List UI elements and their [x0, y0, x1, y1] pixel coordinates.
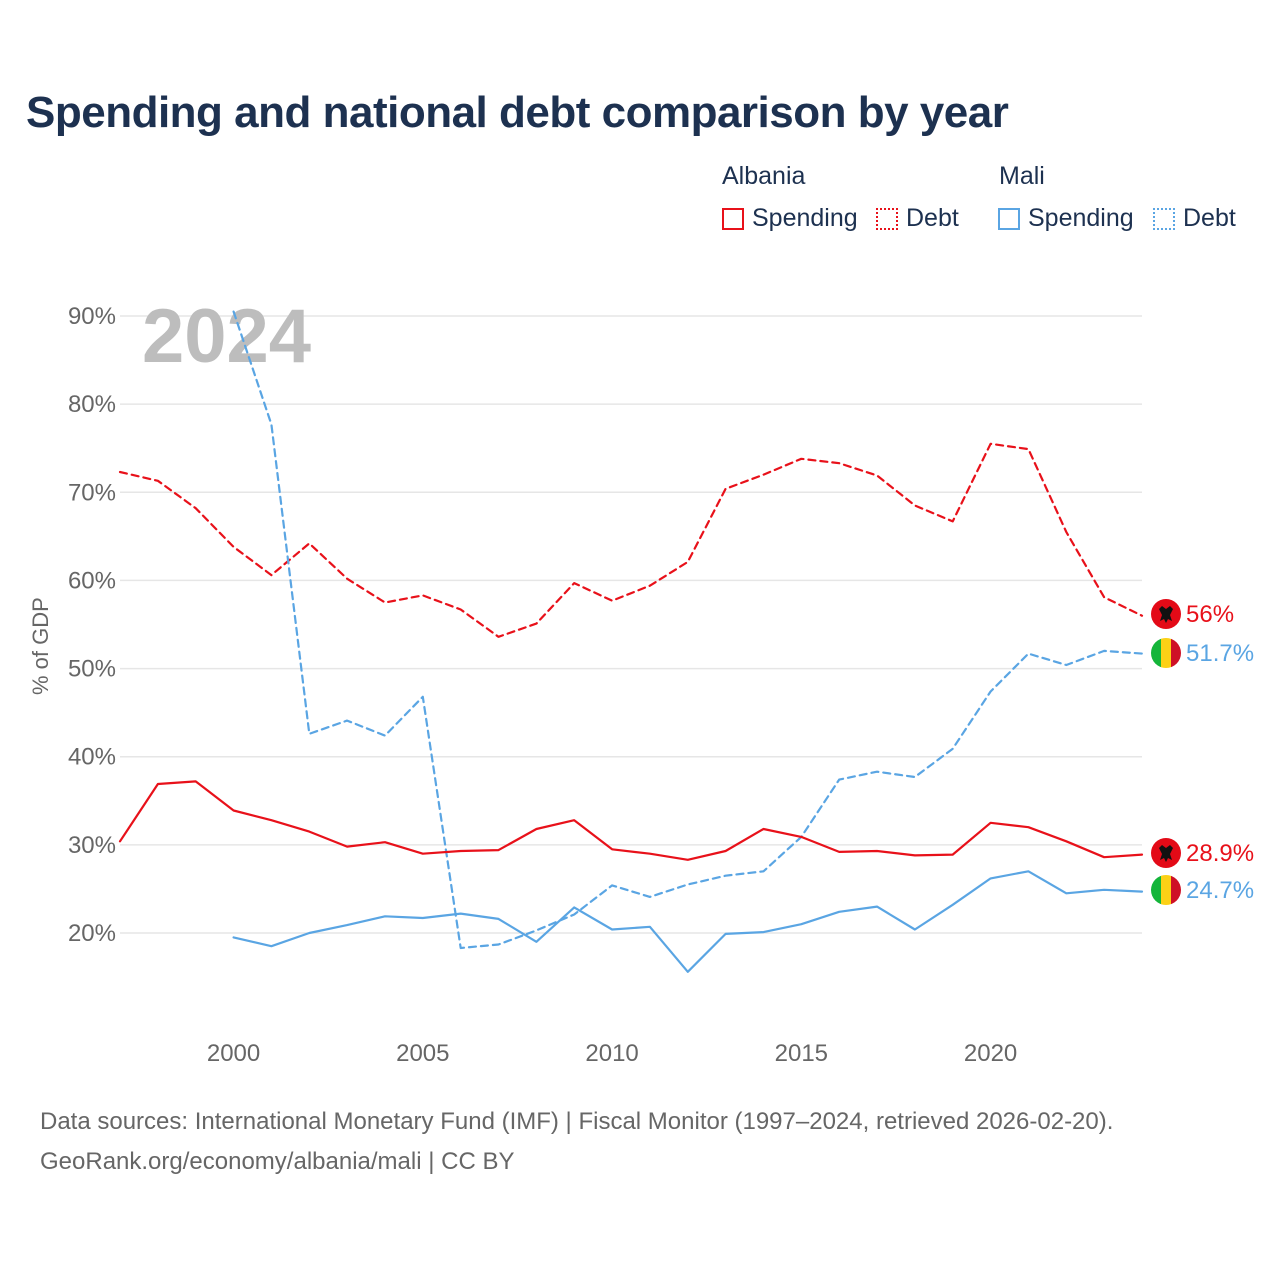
series-line-albania-spending — [118, 780, 1144, 861]
series-line-mali-spending — [232, 870, 1144, 973]
x-tick-label: 2015 — [775, 1040, 828, 1067]
y-tick-label: 30% — [68, 832, 116, 859]
x-tick-label: 2005 — [396, 1040, 449, 1067]
end-value-label: 28.9% — [1186, 840, 1254, 867]
legend-mali-spending[interactable]: Spending — [998, 204, 1134, 233]
legend-label: Debt — [1183, 204, 1236, 232]
y-tick-label: 70% — [68, 479, 116, 506]
legend-swatch-dotted-icon — [1153, 207, 1175, 230]
legend-swatch-solid-icon — [998, 207, 1020, 230]
series-line-mali-debt — [232, 310, 1144, 950]
legend-swatch-dotted-icon — [876, 207, 898, 230]
end-value-label: 51.7% — [1186, 640, 1254, 667]
legend-label: Debt — [906, 204, 959, 232]
y-tick-label: 60% — [68, 567, 116, 594]
eagle-icon — [1159, 606, 1173, 623]
legend-mali-debt[interactable]: Debt — [1153, 204, 1236, 233]
y-tick-label: 20% — [68, 920, 116, 947]
chart-title: Spending and national debt comparison by… — [26, 88, 1009, 137]
end-value-label: 24.7% — [1186, 877, 1254, 904]
y-tick-label: 80% — [68, 391, 116, 418]
legend-albania-spending[interactable]: Spending — [722, 204, 858, 233]
y-tick-label: 40% — [68, 744, 116, 771]
legend-label: Spending — [752, 204, 858, 232]
legend-albania-debt[interactable]: Debt — [876, 204, 959, 233]
end-value-label: 56% — [1186, 601, 1234, 628]
legend-country-mali: Mali — [999, 162, 1045, 190]
x-tick-label: 2010 — [585, 1040, 638, 1067]
legend-country-albania: Albania — [722, 162, 806, 190]
footer-sources: Data sources: International Monetary Fun… — [40, 1108, 1114, 1135]
eagle-icon — [1159, 845, 1173, 862]
line-chart: 20% 30% 40% 50% 60% 70% 80% 90% 2000 2005 2010 2015… — [68, 294, 1254, 1067]
legend-label: Spending — [1028, 204, 1134, 232]
mali-flag-icon — [1151, 638, 1181, 668]
legend-swatch-solid-icon — [722, 207, 744, 230]
y-tick-label: 90% — [68, 303, 116, 330]
y-tick-label: 50% — [68, 656, 116, 683]
footer-credit: GeoRank.org/economy/albania/mali | CC BY — [40, 1148, 515, 1175]
x-tick-label: 2000 — [207, 1040, 260, 1067]
series-line-albania-debt — [118, 442, 1144, 638]
mali-flag-icon — [1151, 875, 1181, 905]
year-watermark: 2024 — [142, 294, 311, 379]
x-tick-label: 2020 — [964, 1040, 1017, 1067]
